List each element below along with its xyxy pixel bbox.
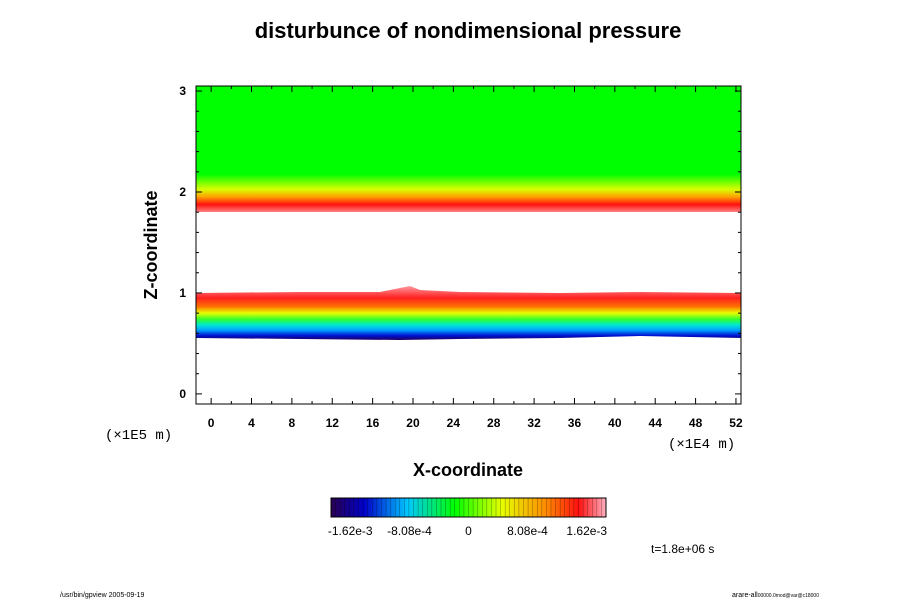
y-unit-label: (×1E5 m): [105, 428, 172, 444]
plot-area: [195, 85, 742, 405]
footer-right: arare-all00000.0mod@var@c18000: [732, 592, 819, 599]
x-tick-label: 4: [248, 416, 255, 430]
x-axis-ticks: 0 4 8 12 16 20 24 28 32 36 40 44 48 52: [208, 86, 743, 430]
colorbar-tick-label: 1.62e-3: [566, 524, 607, 538]
x-unit-label: (×1E4 m): [668, 437, 735, 453]
colorbar: -1.62e-3 -8.08e-4 0 8.08e-4 1.62e-3: [328, 497, 608, 538]
x-tick-label: 52: [729, 416, 743, 430]
colorbar-tick-label: 0: [465, 524, 472, 538]
y-axis-ticks: 0 1 2 3: [179, 84, 741, 401]
y-tick-label: 1: [179, 286, 186, 300]
x-tick-label: 48: [689, 416, 703, 430]
upper-field-band: [196, 86, 741, 212]
plot-frame: [195, 85, 742, 405]
colorbar-gradient: [330, 497, 607, 518]
footer-right-main: arare-all: [732, 592, 758, 599]
time-label: t=1.8e+06 s: [651, 542, 714, 556]
y-tick-label: 3: [179, 84, 186, 98]
x-tick-label: 12: [326, 416, 340, 430]
footer-left: /usr/bin/gpview 2005-09-19: [60, 592, 145, 599]
x-tick-label: 0: [208, 416, 215, 430]
y-tick-label: 0: [179, 387, 186, 401]
footer-right-small: 00000.0mod@var@c18000: [758, 593, 820, 599]
y-tick-label: 2: [179, 185, 186, 199]
colorbar-divisions: [335, 498, 602, 517]
x-tick-label: 44: [649, 416, 663, 430]
x-tick-label: 20: [406, 416, 420, 430]
x-tick-label: 24: [447, 416, 461, 430]
x-tick-label: 36: [568, 416, 582, 430]
x-tick-label: 8: [289, 416, 296, 430]
x-axis-label: X-coordinate: [413, 460, 523, 480]
y-axis-label: Z-coordinate: [141, 190, 161, 299]
x-tick-label: 16: [366, 416, 380, 430]
colorbar-tick-labels: -1.62e-3 -8.08e-4 0 8.08e-4 1.62e-3: [328, 524, 608, 538]
colorbar-tick-label: -8.08e-4: [387, 524, 432, 538]
colorbar-tick-label: 8.08e-4: [507, 524, 548, 538]
colorbar-tick-label: -1.62e-3: [328, 524, 373, 538]
x-tick-label: 32: [527, 416, 541, 430]
chart-title: disturbunce of nondimensional pressure: [255, 18, 682, 43]
lower-field-band: [196, 286, 741, 340]
x-tick-label: 28: [487, 416, 501, 430]
x-tick-label: 40: [608, 416, 622, 430]
